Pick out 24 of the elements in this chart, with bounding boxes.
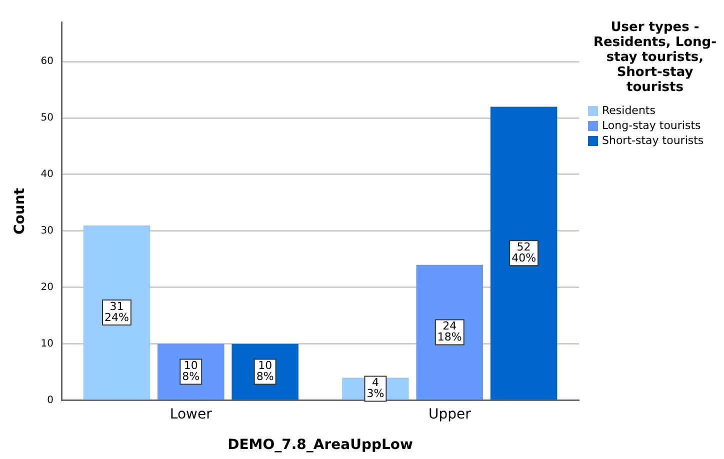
data-label: 10 8% xyxy=(256,359,274,384)
legend-title: User types - Residents, Long-stay tourists, Short-stay tourists xyxy=(592,20,718,95)
legend-label: Short-stay tourists xyxy=(602,133,704,148)
x-tick-label: Lower xyxy=(170,406,212,422)
y-tick-label: 60 xyxy=(40,56,54,68)
bar xyxy=(490,106,558,400)
data-label: 24 18% xyxy=(437,320,462,344)
data-label: 52 40% xyxy=(512,240,536,265)
y-tick-label: 50 xyxy=(40,112,54,124)
y-tick-label: 40 xyxy=(40,169,54,180)
legend-label: Residents xyxy=(602,103,656,118)
x-axis-title: DEMO_7.8_AreaUppLow xyxy=(228,437,414,454)
y-axis-title: Count xyxy=(12,188,28,234)
x-tick-label: Upper xyxy=(428,406,472,422)
y-tick-label: 10 xyxy=(40,338,54,350)
bar xyxy=(83,225,150,400)
data-label: 10 8% xyxy=(182,359,200,384)
y-tick-label: 30 xyxy=(40,226,54,237)
bar xyxy=(416,264,484,400)
legend-label: Long-stay tourists xyxy=(602,118,701,133)
y-tick-label: 20 xyxy=(40,282,54,294)
data-label: 4 3% xyxy=(366,376,384,400)
data-label: 31 24% xyxy=(104,300,129,324)
y-tick-label: 0 xyxy=(47,394,54,406)
